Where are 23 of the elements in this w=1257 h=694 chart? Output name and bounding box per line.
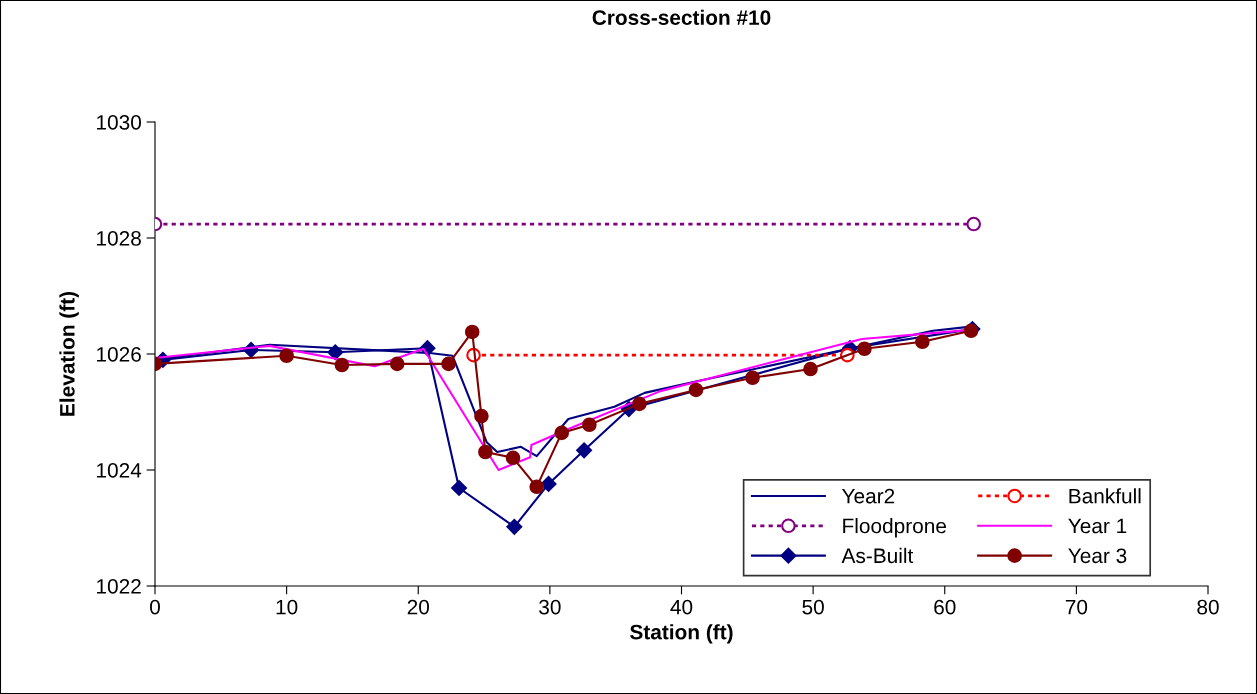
chart-title: Cross-section #10 [592, 9, 771, 25]
x-tick-label: 20 [407, 599, 430, 615]
y-tick-label: 1026 [97, 347, 141, 362]
y-tick-label: 1028 [97, 231, 141, 246]
x-tick-label: 60 [934, 599, 956, 615]
x-tick-label: 30 [539, 599, 561, 615]
legend-label: As-Built [841, 547, 914, 564]
y-axis-title: Elevation (ft) [59, 291, 79, 416]
legend-label: Year2 [841, 488, 895, 504]
legend-label: Year 3 [1068, 548, 1127, 564]
legend-label: Year 1 [1068, 518, 1127, 534]
y-tick-label: 1024 [97, 463, 142, 478]
x-tick-label: 80 [1197, 599, 1219, 615]
y-tick-label: 1030 [97, 115, 141, 130]
x-axis-title: Station (ft) [630, 624, 733, 644]
x-tick-label: 70 [1065, 599, 1088, 615]
x-tick-label: 10 [276, 599, 298, 615]
x-tick-label: 0 [150, 599, 160, 615]
x-tick-label: 50 [802, 599, 824, 615]
legend-label: Bankfull [1069, 488, 1141, 504]
y-tick-label: 1022 [97, 579, 141, 594]
legend-label: Floodprone [843, 517, 946, 538]
x-tick-label: 40 [670, 599, 693, 615]
